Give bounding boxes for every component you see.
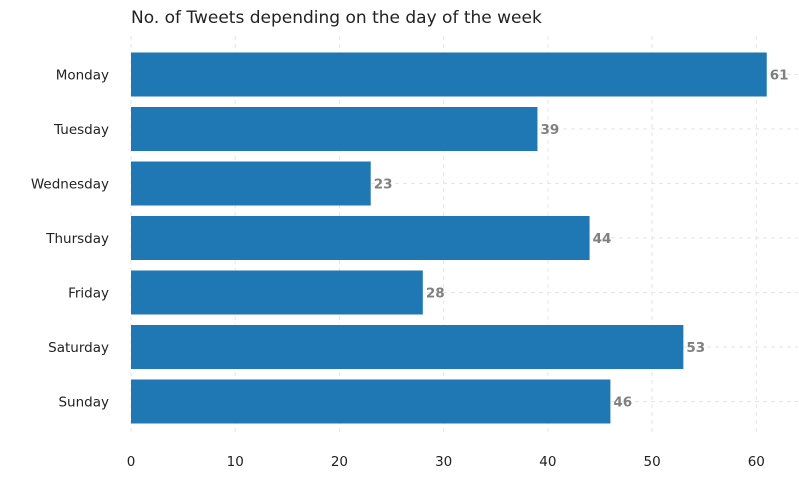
value-label-tuesday: 39: [540, 122, 559, 138]
bars: [131, 52, 767, 424]
value-label-sunday: 46: [613, 395, 632, 411]
category-label-sunday: Sunday: [58, 395, 109, 411]
x-tick-label: 40: [539, 454, 556, 470]
category-label-saturday: Saturday: [48, 340, 109, 356]
category-label-friday: Friday: [68, 286, 109, 302]
category-label-tuesday: Tuesday: [53, 122, 109, 138]
bar-wednesday: [131, 161, 371, 206]
bar-friday: [131, 270, 423, 315]
chart-title: No. of Tweets depending on the day of th…: [131, 8, 542, 28]
bar-thursday: [131, 216, 590, 260]
x-axis-tick-labels: 0 10 20 30 40 50 60: [127, 454, 765, 470]
category-labels: Monday Tuesday Wednesday Thursday Friday Satu…: [31, 68, 109, 411]
value-label-wednesday: 23: [374, 177, 393, 193]
bar-monday: [131, 52, 767, 97]
bar-saturday: [131, 325, 684, 369]
x-tick-label: 50: [644, 454, 661, 470]
x-tick-label: 10: [227, 454, 244, 470]
value-label-monday: 61: [770, 68, 789, 84]
value-label-friday: 28: [426, 286, 445, 302]
value-labels: 61 39 23 44 28 53 46: [374, 68, 789, 411]
x-tick-label: 20: [331, 454, 348, 470]
x-tick-label: 0: [127, 454, 136, 470]
x-tick-label: 60: [748, 454, 765, 470]
x-tick-label: 30: [435, 454, 452, 470]
bar-sunday: [131, 379, 611, 424]
category-label-wednesday: Wednesday: [31, 177, 109, 193]
bar-tuesday: [131, 107, 538, 151]
value-label-thursday: 44: [593, 231, 612, 247]
category-label-thursday: Thursday: [45, 231, 109, 247]
category-label-monday: Monday: [56, 68, 109, 84]
value-label-saturday: 53: [686, 340, 705, 356]
